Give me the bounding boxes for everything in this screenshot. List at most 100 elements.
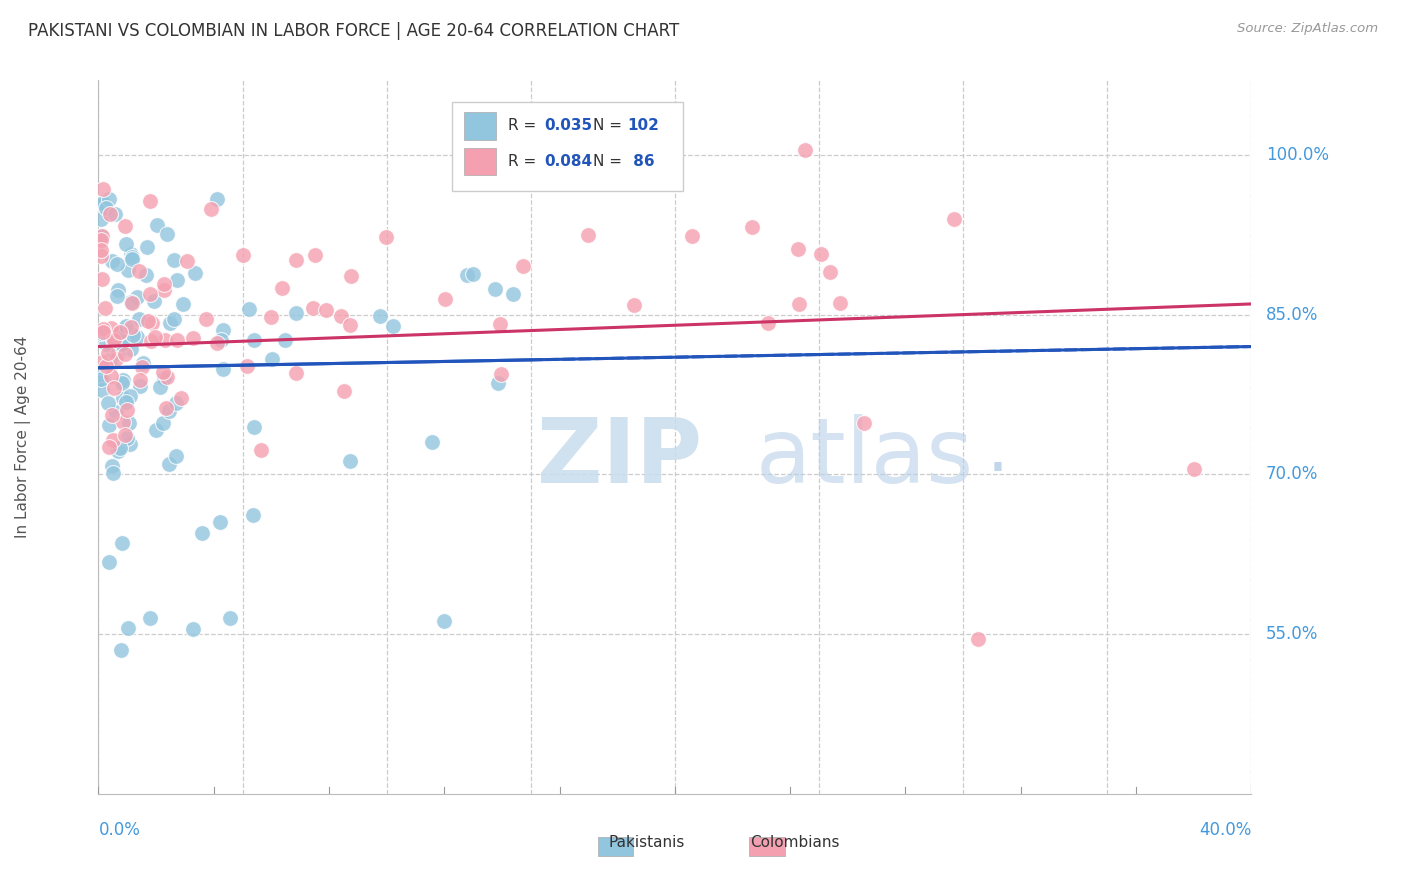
Bar bbox=[464, 148, 496, 175]
Point bbox=[339, 454, 361, 468]
Point bbox=[153, 333, 176, 347]
Point bbox=[623, 298, 645, 312]
Point bbox=[94, 301, 117, 315]
Point bbox=[200, 202, 222, 217]
Point bbox=[120, 247, 142, 261]
Point bbox=[90, 249, 112, 263]
Point bbox=[165, 396, 187, 410]
Point bbox=[105, 257, 128, 271]
Point bbox=[90, 211, 112, 226]
Point bbox=[787, 243, 810, 257]
Point bbox=[284, 252, 307, 267]
Point bbox=[111, 392, 134, 406]
Point bbox=[249, 443, 271, 458]
Point bbox=[114, 219, 136, 233]
Text: Pakistanis: Pakistanis bbox=[609, 836, 685, 850]
Point bbox=[117, 621, 139, 635]
Point bbox=[153, 277, 176, 291]
Point bbox=[793, 143, 815, 157]
Point bbox=[818, 265, 841, 279]
Point bbox=[333, 384, 356, 398]
Text: 100.0%: 100.0% bbox=[1265, 145, 1329, 164]
Point bbox=[104, 207, 127, 221]
Point bbox=[152, 365, 174, 379]
Point bbox=[191, 526, 214, 541]
Point bbox=[97, 417, 120, 432]
Point bbox=[100, 368, 122, 383]
Text: atlas: atlas bbox=[755, 415, 974, 502]
Text: PAKISTANI VS COLOMBIAN IN LABOR FORCE | AGE 20-64 CORRELATION CHART: PAKISTANI VS COLOMBIAN IN LABOR FORCE | … bbox=[28, 22, 679, 40]
Point bbox=[966, 632, 988, 647]
Point bbox=[153, 284, 176, 298]
Point bbox=[209, 333, 232, 347]
Point bbox=[114, 347, 136, 361]
Point bbox=[374, 230, 396, 244]
Point bbox=[94, 359, 117, 373]
Point bbox=[101, 408, 124, 422]
FancyBboxPatch shape bbox=[453, 102, 683, 191]
Point bbox=[97, 395, 120, 409]
Point bbox=[129, 373, 152, 387]
Point bbox=[121, 296, 143, 310]
Point bbox=[101, 433, 124, 447]
Point bbox=[260, 310, 283, 324]
Point bbox=[91, 182, 114, 196]
Point bbox=[128, 312, 150, 326]
Text: .: . bbox=[986, 417, 1008, 485]
Point bbox=[242, 508, 264, 522]
Point bbox=[104, 351, 127, 366]
Point bbox=[136, 314, 159, 328]
Point bbox=[105, 289, 128, 303]
Point bbox=[103, 381, 125, 395]
Point bbox=[128, 263, 150, 277]
Point bbox=[810, 247, 832, 261]
Point bbox=[121, 252, 143, 267]
Point bbox=[138, 194, 160, 208]
Point bbox=[139, 286, 162, 301]
Point bbox=[107, 443, 129, 458]
Point bbox=[756, 316, 779, 330]
Point bbox=[828, 295, 851, 310]
Point bbox=[108, 325, 131, 339]
Point bbox=[181, 331, 204, 345]
Point bbox=[107, 346, 129, 360]
Text: Source: ZipAtlas.com: Source: ZipAtlas.com bbox=[1237, 22, 1378, 36]
Point bbox=[156, 370, 179, 384]
Point bbox=[502, 286, 524, 301]
Point bbox=[120, 342, 142, 356]
Point bbox=[238, 301, 260, 316]
Point bbox=[115, 237, 138, 252]
Point bbox=[125, 330, 148, 344]
Point bbox=[112, 415, 135, 429]
Text: 0.0%: 0.0% bbox=[98, 821, 141, 838]
Point bbox=[120, 319, 142, 334]
Point bbox=[98, 207, 121, 221]
Point bbox=[105, 404, 128, 418]
Point bbox=[157, 404, 180, 418]
Point bbox=[91, 359, 114, 374]
Point bbox=[422, 435, 444, 450]
Point bbox=[131, 359, 153, 374]
Point bbox=[301, 301, 323, 315]
Point bbox=[145, 329, 167, 343]
Text: Colombians: Colombians bbox=[749, 836, 839, 850]
Text: 102: 102 bbox=[627, 119, 659, 134]
Point bbox=[91, 195, 114, 210]
Text: R =: R = bbox=[508, 119, 536, 134]
Point bbox=[110, 442, 132, 456]
Point bbox=[209, 515, 232, 529]
Point bbox=[100, 332, 122, 346]
Point bbox=[176, 253, 198, 268]
Point bbox=[219, 611, 242, 625]
Point bbox=[101, 253, 124, 268]
Point bbox=[181, 622, 204, 636]
Point bbox=[111, 336, 134, 351]
Point bbox=[125, 290, 148, 304]
Point bbox=[488, 318, 510, 332]
Point bbox=[853, 416, 876, 430]
Point bbox=[101, 334, 124, 348]
Point bbox=[512, 259, 534, 273]
Point bbox=[262, 351, 284, 366]
Point bbox=[115, 403, 138, 417]
Point bbox=[153, 371, 176, 385]
